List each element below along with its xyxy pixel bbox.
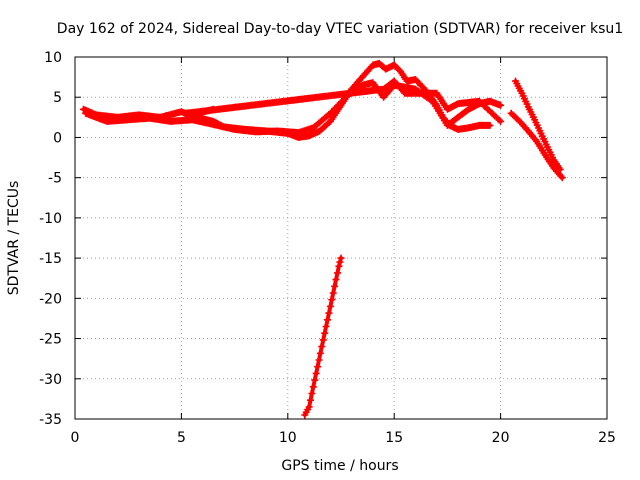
x-tick-label: 10	[279, 430, 297, 446]
data-point	[311, 376, 319, 384]
data-point	[486, 121, 494, 129]
data-point	[324, 316, 331, 324]
y-tick-label: -30	[39, 372, 62, 388]
x-tick-label: 5	[177, 430, 186, 446]
data-point	[497, 101, 505, 109]
data-point	[328, 296, 336, 304]
y-tick-label: -25	[39, 332, 62, 348]
series-steep-segment	[301, 254, 345, 419]
data-point	[495, 116, 503, 124]
y-axis-label: SDTVAR / TECUs	[6, 181, 22, 296]
y-tick-label: 0	[53, 130, 62, 146]
data-point	[336, 258, 344, 266]
data-point	[308, 390, 316, 397]
x-tick-label: 20	[492, 430, 510, 446]
data-point	[558, 174, 566, 182]
data-point	[331, 282, 339, 290]
y-tick-label: 5	[53, 90, 62, 106]
plot-frame	[74, 56, 608, 420]
x-tick-label: 15	[385, 430, 403, 446]
x-axis-label: GPS time / hours	[281, 458, 398, 474]
y-tick-label: -15	[39, 251, 62, 267]
data-point	[326, 302, 334, 310]
tick-labels: 0 5 10 15 20 25 -35 -30 -25 -20 -15 -10 -5 0 5 10	[39, 50, 616, 446]
data-series	[80, 59, 566, 419]
data-point	[316, 349, 324, 357]
y-tick-label: -10	[39, 211, 62, 227]
data-point	[312, 369, 320, 377]
y-tick-label: -5	[48, 171, 62, 187]
y-tick-label: -20	[39, 291, 62, 307]
data-point	[335, 262, 343, 270]
data-point	[315, 356, 323, 364]
data-point	[322, 323, 330, 330]
data-point	[307, 396, 314, 404]
data-point	[319, 336, 327, 344]
data-point	[318, 343, 326, 351]
series-late-evening-descent-A	[512, 77, 564, 174]
data-point	[334, 269, 341, 277]
x-tick-label: 0	[71, 430, 80, 446]
y-tick-label: -35	[39, 412, 62, 428]
data-point	[329, 289, 337, 297]
data-point	[321, 329, 329, 337]
data-point	[497, 117, 505, 125]
grid-lines	[75, 57, 607, 419]
x-tick-label: 25	[598, 430, 616, 446]
data-point	[332, 276, 340, 284]
data-point	[309, 383, 317, 391]
y-tick-label: 10	[44, 50, 62, 66]
data-point	[314, 363, 322, 371]
data-point	[325, 309, 333, 317]
data-point	[337, 254, 345, 262]
series-late-evening-descent-B	[507, 109, 566, 182]
series-main-trace-C	[182, 77, 505, 125]
series-main-trace-B	[82, 79, 505, 137]
chart-title: Day 162 of 2024, Sidereal Day-to-day VTE…	[57, 21, 623, 37]
data-point	[305, 403, 313, 411]
